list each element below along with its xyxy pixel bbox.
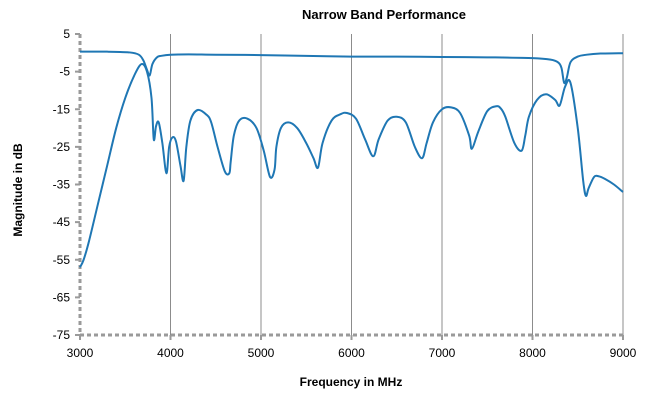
y-tick-label: -35 [53,178,71,192]
gridlines [170,34,624,335]
x-tick-label: 7000 [429,346,456,360]
y-tick-label: -55 [53,253,71,267]
series-lines [79,50,624,268]
y-tick-label: -25 [53,140,71,154]
y-tick-label: -45 [53,215,71,229]
y-tick-label: 5 [63,27,70,41]
x-tick-label: 3000 [67,346,94,360]
x-tick-label: 5000 [248,346,275,360]
chart-title: Narrow Band Performance [302,7,466,22]
y-tick-label: -15 [53,102,71,116]
x-tick-label: 4000 [157,346,184,360]
x-tick-labels: 3000 4000 5000 6000 7000 8000 9000 [67,346,637,360]
axes [75,33,624,340]
y-tick-label: -75 [53,328,71,342]
x-tick-label: 9000 [610,346,637,360]
y-tick-label: -5 [59,65,70,79]
y-tick-label: -65 [53,290,71,304]
y-tick-labels: 5 -5 -15 -25 -35 -45 -55 -65 -75 [53,27,71,342]
x-tick-label: 6000 [338,346,365,360]
x-tick-label: 8000 [519,346,546,360]
y-axis-title: Magnitude in dB [11,143,25,237]
series-line-2 [79,63,624,268]
x-axis-title: Frequency in MHz [300,375,403,389]
